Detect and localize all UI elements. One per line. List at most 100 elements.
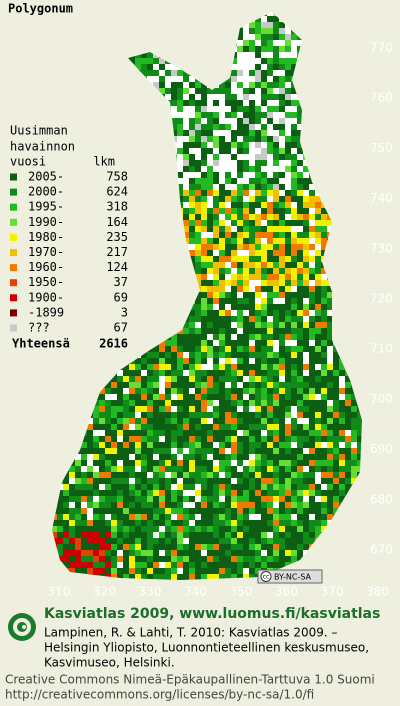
grid-cell [105, 298, 111, 304]
grid-cell [261, 340, 267, 346]
grid-cell [135, 292, 141, 298]
grid-cell [219, 430, 225, 436]
grid-cell [357, 460, 362, 466]
grid-cell [87, 406, 93, 412]
grid-cell [213, 448, 219, 454]
grid-cell [135, 184, 141, 190]
grid-cell [345, 280, 351, 286]
grid-cell [147, 442, 153, 448]
grid-cell [123, 88, 129, 94]
grid-cell [123, 574, 129, 580]
grid-cell [87, 346, 93, 352]
grid-cell [141, 358, 147, 364]
grid-cell [189, 304, 195, 310]
grid-cell [45, 106, 51, 112]
grid-cell [195, 286, 201, 292]
grid-cell [99, 136, 105, 142]
grid-cell [57, 40, 63, 46]
grid-cell [303, 472, 309, 478]
grid-cell [117, 454, 123, 460]
grid-cell [159, 280, 165, 286]
grid-cell [129, 520, 135, 526]
grid-cell [129, 460, 135, 466]
grid-cell [279, 28, 285, 34]
grid-cell [207, 292, 213, 298]
grid-cell [303, 442, 309, 448]
grid-cell [243, 466, 249, 472]
grid-cell [111, 28, 117, 34]
grid-cell [153, 544, 159, 550]
grid-cell [159, 82, 165, 88]
grid-cell [99, 448, 105, 454]
grid-cell [177, 250, 183, 256]
grid-cell [99, 466, 105, 472]
grid-cell [177, 484, 183, 490]
grid-cell [279, 118, 285, 124]
grid-cell [291, 28, 297, 34]
grid-cell [297, 250, 303, 256]
grid-cell [171, 12, 177, 16]
grid-cell [129, 298, 135, 304]
grid-cell [339, 562, 345, 568]
grid-cell [183, 376, 189, 382]
grid-cell [201, 238, 207, 244]
grid-cell [159, 238, 165, 244]
grid-cell [183, 220, 189, 226]
grid-cell [153, 130, 159, 136]
grid-cell [93, 388, 99, 394]
grid-cell [225, 76, 231, 82]
grid-cell [321, 376, 327, 382]
grid-cell [315, 490, 321, 496]
grid-cell [171, 220, 177, 226]
grid-cell [249, 22, 255, 28]
grid-cell [297, 394, 303, 400]
grid-cell [297, 538, 303, 544]
grid-cell [111, 454, 117, 460]
grid-cell [69, 226, 75, 232]
grid-cell [309, 472, 315, 478]
grid-cell [285, 46, 291, 52]
grid-cell [321, 310, 327, 316]
grid-cell [75, 382, 81, 388]
grid-cell [363, 184, 369, 190]
grid-cell [357, 244, 362, 250]
grid-cell [123, 496, 129, 502]
grid-cell [357, 520, 362, 526]
grid-cell [333, 400, 339, 406]
grid-cell [69, 496, 75, 502]
grid-cell [201, 16, 207, 22]
grid-cell [147, 52, 153, 58]
grid-cell [57, 46, 63, 52]
grid-cell [99, 532, 105, 538]
grid-cell [357, 202, 362, 208]
grid-cell [363, 424, 369, 430]
grid-cell [123, 400, 129, 406]
grid-cell [261, 196, 267, 202]
grid-cell [153, 202, 159, 208]
grid-cell [207, 298, 213, 304]
grid-cell [207, 340, 213, 346]
grid-cell [231, 244, 237, 250]
grid-cell [345, 166, 351, 172]
grid-cell [201, 454, 207, 460]
grid-cell [279, 538, 285, 544]
grid-cell [81, 154, 87, 160]
grid-cell [369, 472, 375, 478]
grid-cell [105, 400, 111, 406]
grid-cell [52, 16, 57, 22]
grid-cell [363, 268, 369, 274]
grid-cell [213, 70, 219, 76]
grid-cell [105, 556, 111, 562]
grid-cell [297, 274, 303, 280]
grid-cell [291, 358, 297, 364]
grid-cell [63, 382, 69, 388]
grid-cell [231, 526, 237, 532]
grid-cell [273, 466, 279, 472]
grid-cell [255, 382, 261, 388]
grid-cell [207, 472, 213, 478]
grid-cell [327, 496, 333, 502]
grid-cell [165, 256, 171, 262]
grid-cell [249, 46, 255, 52]
grid-cell [57, 406, 63, 412]
grid-cell [201, 478, 207, 484]
